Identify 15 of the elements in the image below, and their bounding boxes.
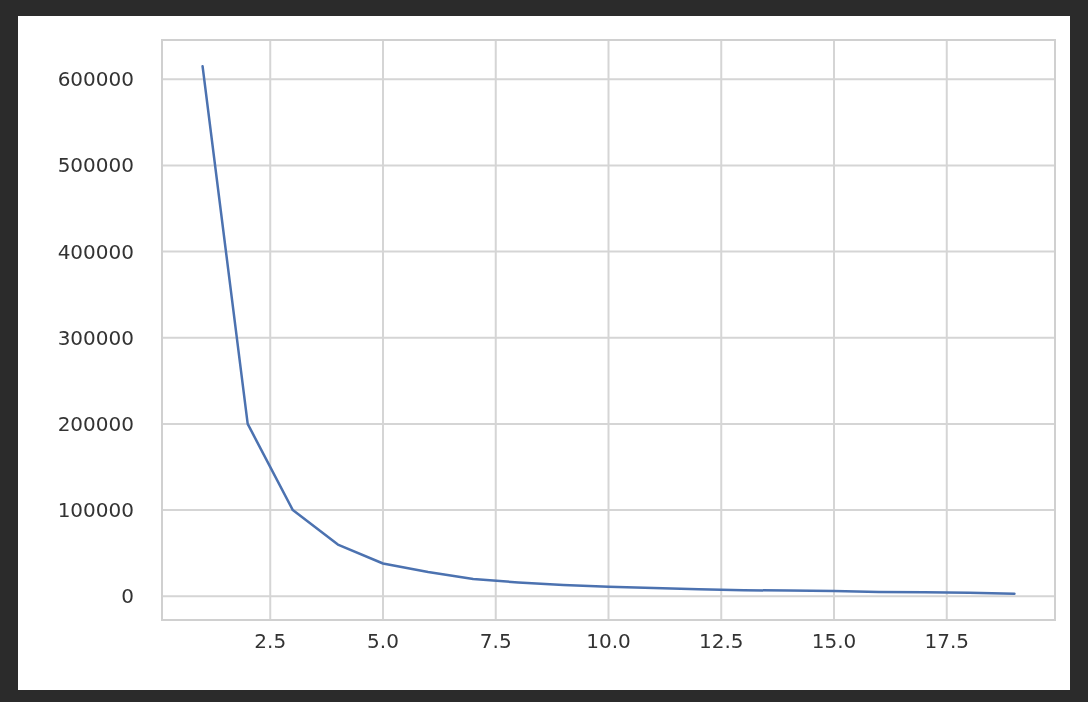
y-tick-label: 300000 bbox=[57, 325, 134, 350]
y-tick-label: 600000 bbox=[57, 67, 134, 92]
x-tick-label: 15.0 bbox=[811, 629, 857, 653]
x-tick-label: 10.0 bbox=[586, 629, 631, 653]
x-tick-label: 17.5 bbox=[924, 629, 970, 653]
line-series bbox=[201, 65, 1016, 595]
y-tick-label: 200000 bbox=[57, 411, 134, 436]
y-tick-label: 400000 bbox=[57, 239, 134, 264]
y-tick-label: 500000 bbox=[57, 153, 134, 178]
x-tick-label: 7.5 bbox=[479, 629, 512, 653]
x-tick-label: 2.5 bbox=[254, 629, 287, 653]
x-tick-label: 12.5 bbox=[698, 629, 744, 653]
y-tick-label: 100000 bbox=[57, 498, 134, 523]
y-tick-label: 0 bbox=[121, 584, 134, 609]
x-tick-label: 5.0 bbox=[367, 629, 399, 653]
